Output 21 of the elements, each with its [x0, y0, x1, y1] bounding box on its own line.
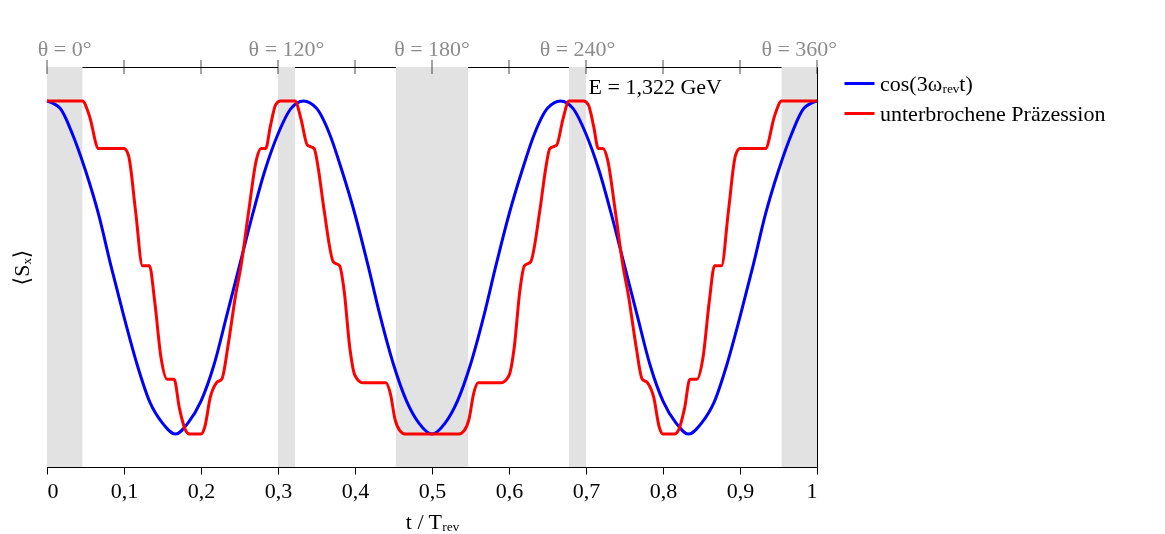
band-label: θ = 120° [248, 36, 325, 61]
text: E = 1,322 GeV [588, 74, 723, 99]
x-tick-label: 1 [806, 477, 818, 503]
x-tick-label: 0 [47, 477, 59, 503]
band-label: θ = 360° [761, 36, 838, 61]
x-tick-label: 0,3 [264, 477, 293, 503]
band-label: θ = 0° [37, 36, 92, 61]
x-tick-label: 0,4 [341, 477, 370, 503]
x-tick-label: 0,8 [649, 477, 678, 503]
x-tick-label: 0,1 [110, 477, 139, 503]
x-tick-label: 0,5 [418, 477, 447, 503]
legend-label: cos(3ωᵣₑᵥt) [880, 70, 973, 96]
legend-label: unterbrochene Präzession [880, 100, 1106, 126]
x-tick-label: 0,2 [187, 477, 216, 503]
x-tick-label: 0,7 [572, 477, 601, 503]
x-tick-label: 0,6 [495, 477, 524, 503]
band-label: θ = 240° [539, 36, 616, 61]
band-label: θ = 180° [394, 36, 470, 61]
x-tick-label: 0,9 [726, 477, 755, 503]
y-axis-title: ⟨Sₓ⟩ [8, 249, 34, 286]
x-axis-title: t / Tᵣₑᵥ [405, 508, 460, 534]
